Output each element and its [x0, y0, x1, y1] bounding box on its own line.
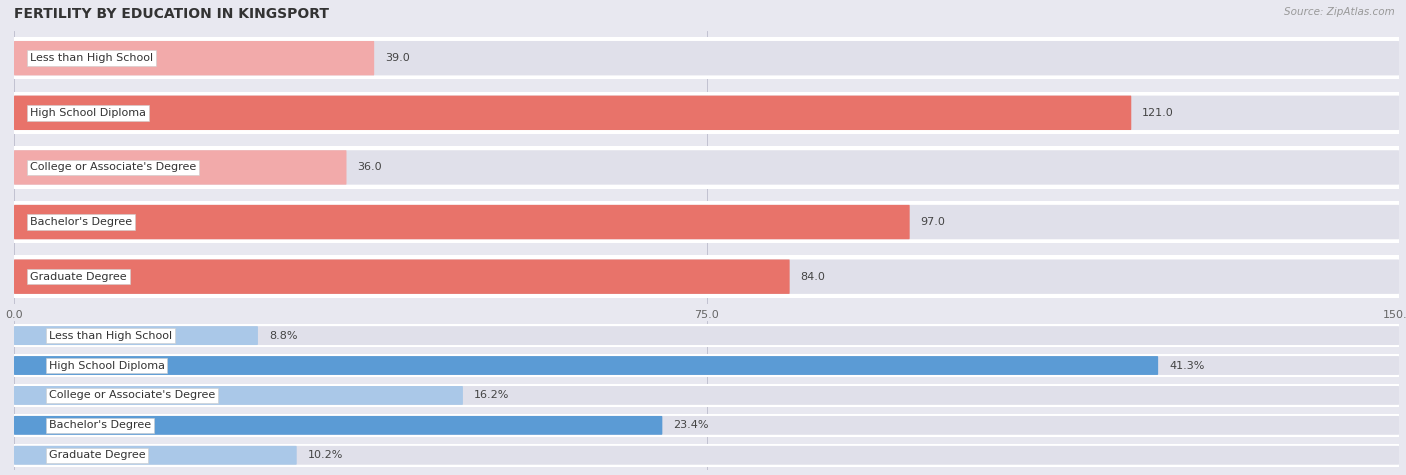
FancyBboxPatch shape	[14, 92, 1399, 134]
Text: 16.2%: 16.2%	[474, 390, 509, 400]
FancyBboxPatch shape	[14, 324, 1399, 347]
FancyBboxPatch shape	[14, 256, 1399, 298]
FancyBboxPatch shape	[14, 444, 1399, 467]
Text: Graduate Degree: Graduate Degree	[49, 450, 145, 460]
FancyBboxPatch shape	[14, 150, 1399, 185]
FancyBboxPatch shape	[14, 259, 1399, 294]
FancyBboxPatch shape	[14, 41, 374, 76]
FancyBboxPatch shape	[14, 95, 1132, 130]
Text: Bachelor's Degree: Bachelor's Degree	[30, 217, 132, 227]
FancyBboxPatch shape	[14, 259, 790, 294]
Text: Source: ZipAtlas.com: Source: ZipAtlas.com	[1284, 7, 1395, 17]
Text: Less than High School: Less than High School	[30, 53, 153, 63]
Text: 23.4%: 23.4%	[673, 420, 709, 430]
Text: High School Diploma: High School Diploma	[49, 361, 165, 370]
FancyBboxPatch shape	[14, 384, 1399, 407]
Text: 121.0: 121.0	[1142, 108, 1174, 118]
FancyBboxPatch shape	[14, 446, 1399, 465]
Text: FERTILITY BY EDUCATION IN KINGSPORT: FERTILITY BY EDUCATION IN KINGSPORT	[14, 7, 329, 21]
FancyBboxPatch shape	[14, 326, 257, 345]
Text: 39.0: 39.0	[385, 53, 411, 63]
FancyBboxPatch shape	[14, 146, 1399, 189]
Text: College or Associate's Degree: College or Associate's Degree	[30, 162, 197, 172]
Text: 36.0: 36.0	[357, 162, 382, 172]
FancyBboxPatch shape	[14, 41, 1399, 76]
FancyBboxPatch shape	[14, 446, 297, 465]
Text: 41.3%: 41.3%	[1168, 361, 1205, 370]
Text: 84.0: 84.0	[800, 272, 825, 282]
FancyBboxPatch shape	[14, 150, 346, 185]
FancyBboxPatch shape	[14, 205, 910, 239]
Text: Less than High School: Less than High School	[49, 331, 172, 341]
FancyBboxPatch shape	[14, 37, 1399, 79]
Text: 10.2%: 10.2%	[308, 450, 343, 460]
FancyBboxPatch shape	[14, 205, 1399, 239]
FancyBboxPatch shape	[14, 414, 1399, 437]
Text: 97.0: 97.0	[921, 217, 946, 227]
Text: 8.8%: 8.8%	[269, 331, 298, 341]
FancyBboxPatch shape	[14, 201, 1399, 243]
Text: High School Diploma: High School Diploma	[30, 108, 146, 118]
FancyBboxPatch shape	[14, 416, 662, 435]
FancyBboxPatch shape	[14, 416, 1399, 435]
FancyBboxPatch shape	[14, 95, 1399, 130]
FancyBboxPatch shape	[14, 356, 1159, 375]
FancyBboxPatch shape	[14, 326, 1399, 345]
Text: College or Associate's Degree: College or Associate's Degree	[49, 390, 215, 400]
FancyBboxPatch shape	[14, 356, 1399, 375]
FancyBboxPatch shape	[14, 386, 1399, 405]
FancyBboxPatch shape	[14, 386, 463, 405]
Text: Graduate Degree: Graduate Degree	[30, 272, 127, 282]
FancyBboxPatch shape	[14, 354, 1399, 377]
Text: Bachelor's Degree: Bachelor's Degree	[49, 420, 150, 430]
